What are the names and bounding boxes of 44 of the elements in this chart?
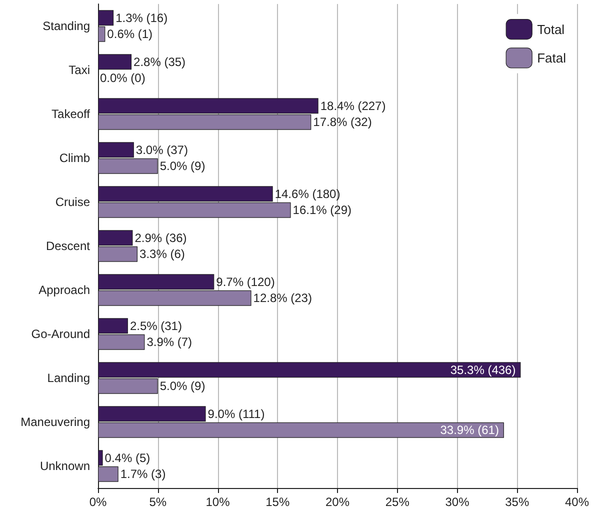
data-label: 5.0% (9) [160,159,206,174]
data-label: 16.1% (29) [292,203,352,218]
data-label: 2.5% (31) [130,318,182,333]
y-tick-label: Go-Around [31,327,90,341]
x-tick-label: 5% [149,495,167,509]
data-label: 9.7% (120) [216,274,275,289]
data-label: 1.3% (16) [116,10,168,25]
y-tick-label: Cruise [55,195,90,209]
data-label: 3.3% (6) [140,247,185,262]
y-tick-label: Standing [42,19,90,33]
data-label: 12.8% (23) [253,291,312,306]
x-tick-label: 20% [325,495,350,509]
data-label: 1.7% (3) [120,467,166,482]
data-label: 3.0% (37) [136,142,188,157]
data-label: 3.9% (7) [146,335,192,350]
data-label: 9.0% (111) [208,406,265,421]
legend-label: Fatal [537,50,566,66]
x-tick-label: 25% [385,495,410,509]
x-tick-label: 10% [206,495,230,509]
x-tick-label: 15% [266,495,290,509]
data-label: 17.8% (32) [313,115,372,130]
data-label: 2.8% (35) [134,54,186,69]
data-label: 35.3% (436) [450,362,516,377]
data-label: 5.0% (9) [160,379,206,394]
y-tick-label: Approach [38,283,90,297]
x-tick-label: 35% [505,495,530,509]
data-label: 0.6% (1) [107,27,153,42]
data-label: 33.9% (61) [440,423,499,438]
y-tick-label: Climb [59,151,90,165]
x-tick-label: 40% [564,495,590,509]
y-tick-label: Taxi [68,63,90,77]
y-tick-label: Maneuvering [20,415,90,429]
data-label: 2.9% (36) [134,230,187,245]
y-tick-label: Landing [47,371,90,385]
x-tick-label: 30% [445,495,470,509]
data-label: 0.4% (5) [104,450,150,465]
legend-label: Total [537,22,565,37]
data-label: 18.4% (227) [320,98,386,113]
x-tick-label: 0% [89,495,107,509]
data-label: 0.0% (0) [100,71,146,86]
data-label: 14.6% (180) [274,186,340,201]
y-tick-label: Unknown [40,459,90,473]
y-tick-label: Takeoff [52,107,91,121]
y-tick-label: Descent [46,239,91,253]
